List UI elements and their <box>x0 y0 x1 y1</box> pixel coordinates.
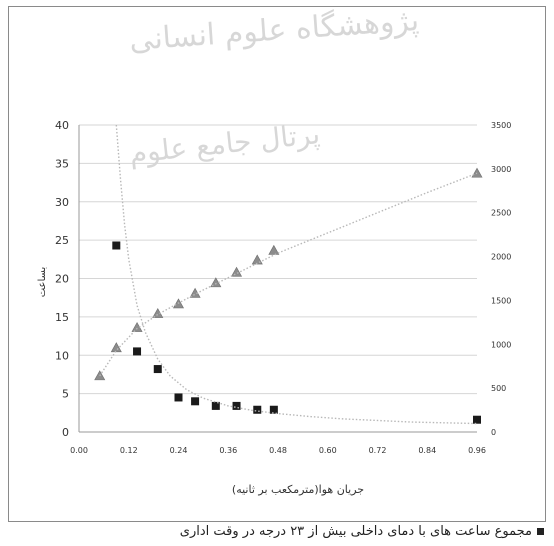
y-left-tick-label: 40 <box>55 119 69 132</box>
y-left-tick-label: 10 <box>55 349 69 362</box>
y-left-tick-label: 5 <box>62 388 69 401</box>
x-tick-label: 0.96 <box>468 446 486 455</box>
y-right-tick-label: 3500 <box>491 121 511 130</box>
y-right-tick-label: 3000 <box>491 165 511 174</box>
triangle-point <box>189 287 201 298</box>
y-right-tick-label: 0 <box>491 428 496 437</box>
square-point <box>269 405 278 414</box>
square-point <box>253 405 262 414</box>
square-point <box>232 401 241 410</box>
y-right-tick-label: 1000 <box>491 340 511 349</box>
square-point <box>112 241 121 250</box>
y-left-tick-label: 30 <box>55 196 69 209</box>
triangle-point <box>251 254 263 265</box>
x-axis-label: جریان هوا(مترمکعب بر ثانیه) <box>232 483 364 496</box>
x-tick-label: 0.72 <box>369 446 387 455</box>
scatter-chart: 0 5 10 15 20 25 30 35 40 0 500 1000 1500 2000 2500 3000… <box>37 119 511 496</box>
x-tick-label: 0.00 <box>70 446 88 455</box>
triangle-point <box>268 244 280 255</box>
y-axis-label-left: بساعت <box>37 267 48 298</box>
y-right-tick-label: 2500 <box>491 209 511 218</box>
square-point <box>133 347 142 356</box>
y-right-tick-label: 1500 <box>491 296 511 305</box>
x-tick-label: 0.48 <box>269 446 287 455</box>
y-left-tick-label: 25 <box>55 234 69 247</box>
y-left-tick-label: 0 <box>62 426 69 439</box>
legend-label: مجموع ساعت های با دمای داخلی بیش از ۲۳ د… <box>179 524 532 539</box>
x-tick-label: 0.84 <box>418 446 436 455</box>
triangle-point <box>110 342 122 353</box>
square-point <box>191 397 200 406</box>
triangle-point <box>471 167 483 178</box>
square-point <box>153 365 162 374</box>
square-point <box>174 393 183 402</box>
x-tick-label: 0.36 <box>219 446 237 455</box>
y-left-tick-label: 20 <box>55 273 69 286</box>
y-right-tick-label: 500 <box>491 384 506 393</box>
x-tick-label: 0.24 <box>170 446 188 455</box>
legend-square-marker <box>537 528 544 535</box>
trendline-series-2 <box>115 124 478 425</box>
square-point <box>211 401 220 410</box>
y-left-tick-label: 15 <box>55 311 69 324</box>
y-right-tick-label: 2000 <box>491 253 511 262</box>
x-tick-label: 0.12 <box>120 446 138 455</box>
square-point <box>473 415 481 424</box>
trendline-series-3 <box>99 172 478 377</box>
triangle-point <box>131 322 143 332</box>
legend: مجموع ساعت های با دمای داخلی بیش از ۲۳ د… <box>180 524 544 539</box>
triangle-point <box>231 266 243 277</box>
x-tick-label: 0.60 <box>319 446 337 455</box>
y-left-tick-label: 35 <box>55 157 69 170</box>
